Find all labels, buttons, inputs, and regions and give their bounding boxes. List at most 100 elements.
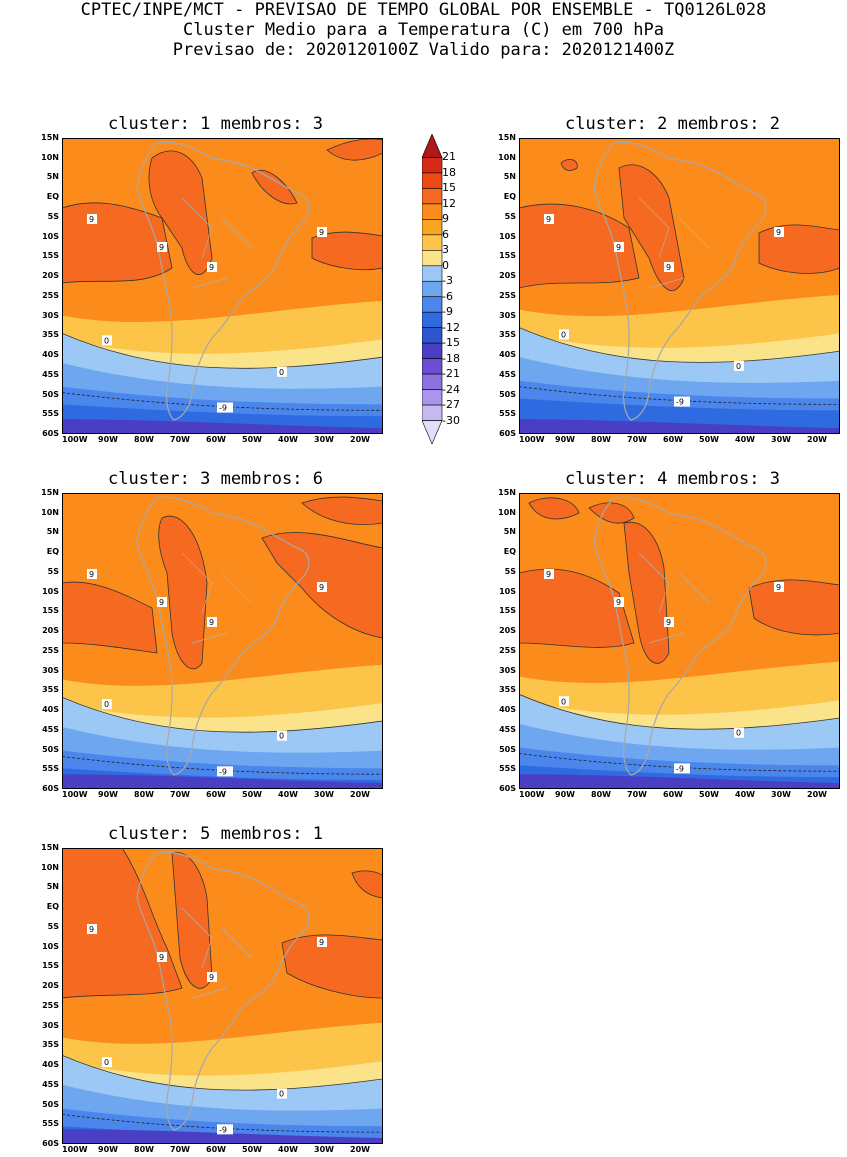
- svg-text:-9: -9: [219, 767, 227, 776]
- longitude-tick-label: 60W: [206, 1145, 226, 1154]
- warm-region-contour: [158, 515, 208, 670]
- colorbar-tick-label: -3: [442, 274, 453, 288]
- latitude-tick-label: 20S: [499, 626, 516, 636]
- latitude-tick-label: 30S: [42, 1020, 59, 1030]
- warm-region-contour: [519, 568, 635, 648]
- colorbar-swatch: [422, 172, 443, 189]
- latitude-tick-label: 10S: [42, 941, 59, 951]
- warm-region-contour: [748, 579, 840, 636]
- contour-label: 0: [277, 730, 287, 741]
- latitude-tick-label: 45S: [42, 369, 59, 379]
- latitude-tick-label: 20S: [42, 271, 59, 281]
- latitude-tick-label: 5N: [503, 172, 516, 182]
- svg-text:0: 0: [279, 1090, 284, 1099]
- contour-label: 0: [734, 360, 744, 371]
- map-panel-cluster-3: 9 9 9 9 0 0 -9: [62, 493, 383, 789]
- latitude-tick-label: 50S: [499, 389, 516, 399]
- longitude-tick-label: 40W: [735, 435, 755, 444]
- svg-text:0: 0: [279, 732, 284, 741]
- country-borders: [181, 552, 253, 644]
- longitude-tick-label: 60W: [206, 435, 226, 444]
- longitude-tick-label: 80W: [134, 435, 154, 444]
- contour-label: 9: [87, 569, 97, 579]
- longitude-tick-label: 20W: [350, 790, 370, 799]
- contour-label: 0: [102, 699, 112, 710]
- longitude-tick-label: 80W: [591, 790, 611, 799]
- longitude-tick-label: 80W: [134, 790, 154, 799]
- latitude-tick-label: 30S: [42, 665, 59, 675]
- panel-title-2: cluster: 2 membros: 2: [565, 114, 780, 134]
- latitude-tick-label: 50S: [42, 1099, 59, 1109]
- svg-text:9: 9: [209, 618, 214, 627]
- colorbar-tick-label: -9: [442, 305, 453, 319]
- warm-region-contour: [62, 581, 158, 654]
- longitude-tick-label: 80W: [134, 1145, 154, 1154]
- colorbar-tick-label: -18: [442, 351, 460, 365]
- warm-region-contour: [62, 848, 183, 999]
- latitude-tick-label: EQ: [503, 547, 516, 557]
- latitude-tick-label: 20S: [42, 626, 59, 636]
- zero-contour: [62, 1054, 383, 1091]
- latitude-tick-label: 10S: [42, 586, 59, 596]
- colorbar-swatch: [422, 203, 443, 220]
- svg-text:9: 9: [89, 570, 94, 579]
- longitude-tick-label: 60W: [663, 435, 683, 444]
- longitude-tick-label: 70W: [627, 435, 647, 444]
- map-panel-cluster-5: 9 9 9 9 0 0 -9: [62, 848, 383, 1144]
- contour-label: 0: [734, 727, 744, 738]
- colorbar-tick-label: 3: [442, 243, 449, 257]
- svg-text:-9: -9: [219, 1125, 227, 1134]
- colorbar-swatch: [422, 327, 443, 344]
- contour-label: 9: [317, 582, 327, 592]
- svg-text:0: 0: [104, 336, 109, 345]
- longitude-tick-label: 40W: [278, 790, 298, 799]
- colorbar-tick-label: 18: [442, 165, 456, 179]
- zero-contour: [519, 327, 840, 363]
- svg-text:0: 0: [279, 368, 284, 377]
- country-borders: [181, 197, 253, 289]
- longitude-tick-label: 100W: [519, 790, 545, 799]
- longitude-tick-label: 40W: [278, 1145, 298, 1154]
- longitude-tick-label: 70W: [170, 790, 190, 799]
- latitude-tick-label: 40S: [42, 705, 59, 715]
- colorbar-swatch: [422, 234, 443, 251]
- latitude-tick-label: 10N: [498, 152, 516, 162]
- zero-contour: [62, 696, 383, 733]
- colorbar-swatch: [422, 389, 443, 406]
- contour-label: 9: [614, 242, 624, 252]
- colorbar-swatch: [422, 296, 443, 313]
- map-frame: [519, 138, 840, 434]
- svg-text:9: 9: [319, 228, 324, 237]
- longitude-tick-label: 100W: [62, 435, 88, 444]
- colorbar-tick-label: 12: [442, 196, 456, 210]
- contour-label: 9: [157, 952, 167, 962]
- longitude-tick-label: 50W: [699, 790, 719, 799]
- latitude-tick-label: 5N: [46, 527, 59, 537]
- map-frame: [519, 493, 840, 789]
- zero-contour: [62, 332, 383, 369]
- warm-region-contour: [148, 150, 213, 275]
- colorbar-swatch: [422, 265, 443, 282]
- longitude-tick-label: 90W: [555, 790, 575, 799]
- colorbar-tick-label: -12: [442, 320, 460, 334]
- svg-text:0: 0: [104, 1058, 109, 1067]
- colorbar-swatch: [422, 188, 443, 205]
- latitude-tick-label: 10S: [499, 231, 516, 241]
- latitude-tick-label: 10S: [42, 231, 59, 241]
- svg-text:9: 9: [319, 583, 324, 592]
- contour-label: 0: [102, 335, 112, 346]
- header-dates: Previsao de: 2020120100Z Valido para: 20…: [172, 40, 675, 60]
- latitude-tick-label: 5S: [47, 211, 59, 221]
- svg-text:0: 0: [104, 700, 109, 709]
- contour-label: 9: [664, 262, 674, 272]
- latitude-tick-label: 25S: [499, 290, 516, 300]
- header-title: CPTEC/INPE/MCT - PREVISAO DE TEMPO GLOBA…: [80, 0, 767, 20]
- minus-nine-contour: [519, 753, 840, 772]
- contour-label: 9: [207, 262, 217, 272]
- panel-title-5: cluster: 5 membros: 1: [108, 824, 323, 844]
- minus-nine-contour: [62, 1114, 383, 1133]
- contour-label: 9: [157, 597, 167, 607]
- colorbar-swatch: [422, 157, 443, 174]
- latitude-tick-label: 35S: [42, 685, 59, 695]
- contour-label: 9: [317, 227, 327, 237]
